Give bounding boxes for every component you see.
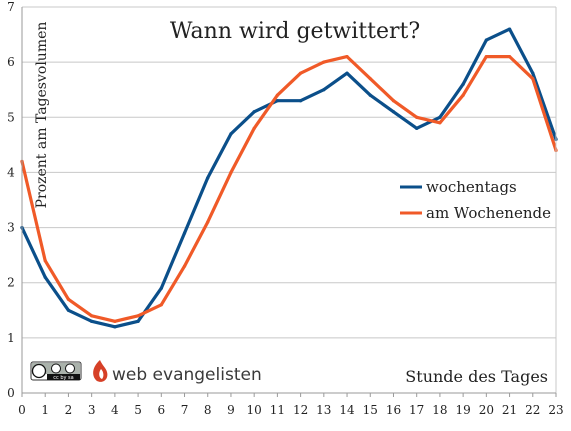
x-tick-label: 1 xyxy=(41,403,49,417)
x-tick-label: 7 xyxy=(181,403,189,417)
x-tick-label: 11 xyxy=(270,403,285,417)
data-point-1-14 xyxy=(345,55,349,59)
data-point-0-9 xyxy=(229,132,233,136)
data-point-0-20 xyxy=(484,38,488,42)
data-point-0-15 xyxy=(368,93,372,97)
data-point-1-3 xyxy=(90,314,94,318)
data-point-1-2 xyxy=(66,297,71,301)
data-point-0-4 xyxy=(113,325,117,329)
data-point-1-18 xyxy=(438,121,442,125)
by-icon xyxy=(51,363,61,374)
data-point-1-1 xyxy=(43,259,47,263)
series-line-0 xyxy=(20,27,558,329)
x-tick-label: 23 xyxy=(548,403,563,417)
data-point-0-7 xyxy=(182,231,187,235)
chart-title: Wann wird getwittert? xyxy=(170,19,420,44)
x-tick-label: 9 xyxy=(227,403,235,417)
y-tick-label: 1 xyxy=(7,331,15,345)
data-point-0-8 xyxy=(206,176,210,180)
legend: wochentags am Wochenende xyxy=(400,178,551,222)
data-point-1-19 xyxy=(461,93,465,97)
data-point-1-20 xyxy=(484,55,488,59)
data-point-1-4 xyxy=(113,319,117,323)
y-tick-label: 5 xyxy=(7,110,15,124)
legend-label-wochentags: wochentags xyxy=(426,178,517,196)
grid xyxy=(22,6,556,339)
data-point-0-11 xyxy=(275,99,279,103)
data-point-1-10 xyxy=(252,126,256,130)
data-point-0-10 xyxy=(252,110,256,114)
data-point-1-11 xyxy=(275,93,279,97)
x-axis-label: Stunde des Tages xyxy=(405,367,548,386)
x-tick-label: 12 xyxy=(293,403,308,417)
x-tick-label: 8 xyxy=(204,403,212,417)
data-point-0-2 xyxy=(66,308,71,312)
x-tick-label: 6 xyxy=(157,403,165,417)
data-point-0-16 xyxy=(391,110,396,114)
x-tick-label: 0 xyxy=(18,403,26,417)
y-tick-label: 7 xyxy=(7,0,15,14)
data-point-1-13 xyxy=(322,60,326,64)
data-point-1-12 xyxy=(299,71,303,75)
y-tick-label: 0 xyxy=(7,386,15,400)
x-tick-label: 16 xyxy=(386,403,401,417)
series-group xyxy=(20,27,558,329)
x-tick-label: 14 xyxy=(339,403,355,417)
data-point-0-19 xyxy=(461,82,465,86)
data-point-1-8 xyxy=(206,220,210,224)
legend-label-wochenende: am Wochenende xyxy=(426,204,551,222)
data-point-0-17 xyxy=(415,126,419,130)
x-tick-label: 4 xyxy=(111,403,119,417)
data-point-1-21 xyxy=(507,55,512,59)
y-tick-label: 2 xyxy=(7,276,15,290)
data-point-1-15 xyxy=(368,77,372,81)
y-tick-label: 4 xyxy=(7,165,15,179)
cc-license-text: cc by sa xyxy=(53,375,73,381)
series-line-1 xyxy=(20,55,558,323)
axes xyxy=(21,7,557,397)
cc-license-badge[interactable]: cc by sa xyxy=(30,361,82,381)
data-point-0-5 xyxy=(136,319,140,323)
data-point-1-7 xyxy=(182,264,187,268)
x-tick-label: 5 xyxy=(134,403,142,417)
x-tick-label: 13 xyxy=(316,403,331,417)
data-point-0-1 xyxy=(43,275,47,279)
x-tick-label: 17 xyxy=(409,403,424,417)
x-tick-label: 19 xyxy=(455,403,470,417)
x-tick-label: 10 xyxy=(247,403,262,417)
x-tick-label: 21 xyxy=(502,403,517,417)
data-point-0-3 xyxy=(90,319,94,323)
x-tick-label: 22 xyxy=(525,403,540,417)
data-point-1-16 xyxy=(391,99,396,103)
data-point-0-6 xyxy=(159,286,163,290)
cc-icon xyxy=(31,363,47,379)
data-point-0-22 xyxy=(531,71,535,75)
logo-text: web evangelisten xyxy=(112,365,262,385)
data-point-1-17 xyxy=(415,115,419,119)
data-point-1-9 xyxy=(229,170,233,175)
data-point-0-13 xyxy=(322,88,326,92)
data-point-1-22 xyxy=(531,77,535,81)
y-axis-label: Prozent am Tagesvolumen xyxy=(34,22,50,209)
y-tick-label: 3 xyxy=(7,221,15,235)
x-tick-label: 18 xyxy=(432,403,447,417)
x-tick-label: 2 xyxy=(65,403,73,417)
data-point-0-21 xyxy=(507,27,512,31)
web-evangelisten-logo[interactable]: web evangelisten xyxy=(93,360,262,385)
x-tick-label: 3 xyxy=(88,403,96,417)
data-point-1-5 xyxy=(136,314,140,318)
data-point-0-12 xyxy=(299,99,303,103)
data-point-0-18 xyxy=(438,115,442,119)
y-tick-label: 6 xyxy=(7,55,15,69)
data-point-1-6 xyxy=(159,303,163,307)
data-point-0-14 xyxy=(345,71,349,75)
sa-icon xyxy=(65,363,75,374)
x-tick-label: 20 xyxy=(479,403,494,417)
x-tick-label: 15 xyxy=(363,403,378,417)
